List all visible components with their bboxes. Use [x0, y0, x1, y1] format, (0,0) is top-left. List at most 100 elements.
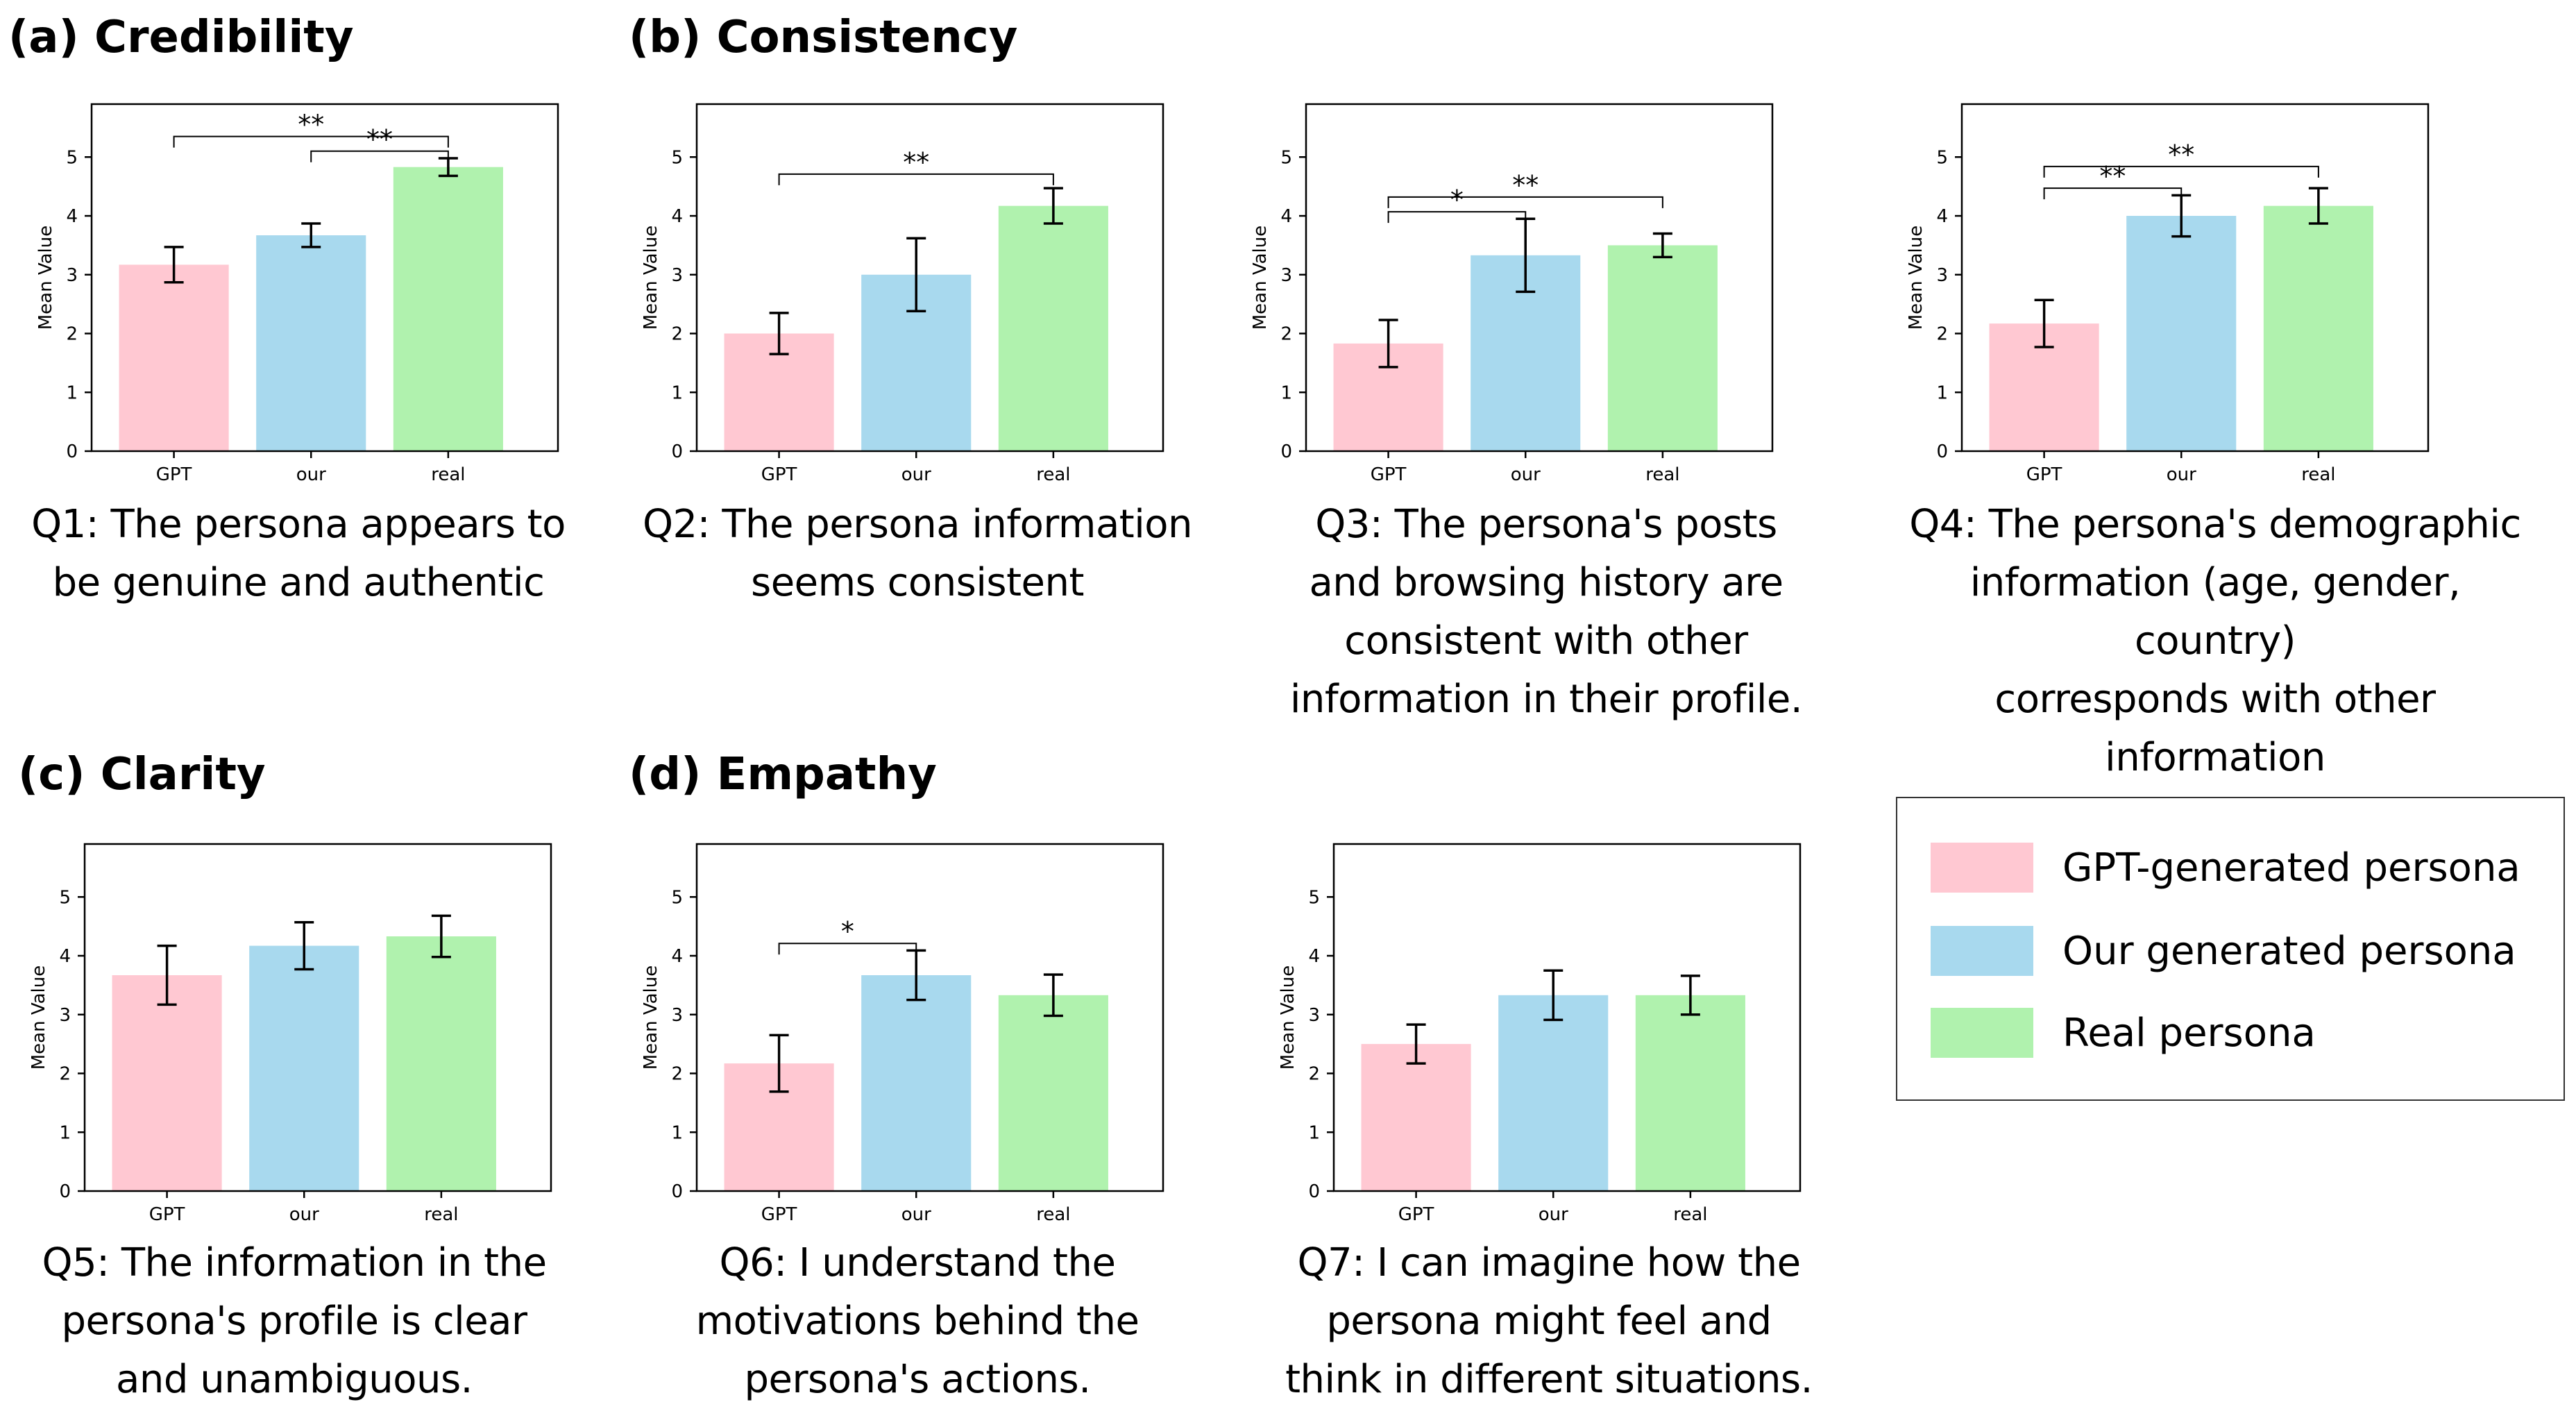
significance-bracket: * — [1387, 185, 1527, 223]
y-tick-label: 0 — [671, 441, 683, 462]
caption-line: Q6: I understand the — [719, 1240, 1116, 1285]
legend-label: Our generated persona — [2062, 928, 2516, 974]
error-bar — [1543, 969, 1564, 1022]
y-tick-label: 2 — [671, 324, 683, 345]
y-tick-label: 4 — [671, 946, 683, 967]
x-tick-label: GPT — [761, 464, 797, 485]
significance-line — [778, 173, 1054, 185]
significance-line — [1387, 196, 1663, 208]
caption-q5: Q5: The information in the persona's pro… — [0, 1234, 620, 1409]
y-tick-label: 1 — [66, 382, 78, 403]
caption-line: Q1: The persona appears to — [31, 502, 566, 547]
chart-svg: ** 0 1 2 3 4 5 GPT our real Mean Value — [641, 103, 1164, 485]
bar-our — [2126, 216, 2237, 451]
chart-svg: * 0 1 2 3 4 5 GPT our real Mean Value — [641, 843, 1164, 1225]
y-tick-label: 4 — [1308, 946, 1320, 967]
y-axis-label: Mean Value — [1250, 226, 1271, 330]
caption-line: seems consistent — [751, 560, 1084, 605]
bar-gpt — [112, 975, 222, 1191]
error-bar — [2034, 298, 2054, 348]
y-axis-label: Mean Value — [1278, 965, 1298, 1070]
section-title-consistency: (b) Consistency — [629, 12, 1018, 63]
significance-bracket: ** — [2043, 140, 2319, 178]
significance-bracket: * — [778, 916, 917, 955]
caption-line: Q7: I can imagine how the — [1297, 1240, 1801, 1285]
significance-line — [1387, 211, 1527, 223]
y-tick-label: 4 — [66, 206, 78, 227]
error-bar — [164, 246, 184, 284]
x-tick-label: real — [424, 1204, 458, 1225]
y-axis-label: Mean Value — [641, 226, 661, 330]
y-tick-label: 2 — [671, 1064, 683, 1085]
caption-line: Q4: The persona's demographic — [1909, 502, 2521, 547]
y-tick-label: 3 — [671, 265, 683, 286]
x-tick-label: our — [2167, 464, 2196, 485]
bar-our — [861, 975, 972, 1191]
legend-swatch-gpt — [1931, 843, 2033, 893]
y-tick-label: 0 — [1280, 441, 1292, 462]
error-bar — [1043, 187, 1063, 225]
error-bar — [906, 237, 926, 313]
caption-q4: Q4: The persona's demographic informatio… — [1889, 496, 2541, 845]
significance-bracket: ** — [778, 147, 1054, 185]
legend-item-gpt: GPT-generated persona — [1931, 841, 2520, 894]
x-tick-label: GPT — [156, 464, 192, 485]
x-tick-label: real — [2301, 464, 2335, 485]
y-tick-label: 5 — [59, 887, 71, 908]
chart-q7: 0 1 2 3 4 5 GPT our real Mean Value — [1270, 830, 1895, 1233]
bar-our — [249, 945, 359, 1191]
y-tick-label: 1 — [671, 382, 683, 403]
y-tick-label: 5 — [671, 887, 683, 908]
significance-bracket: ** — [1387, 170, 1663, 208]
x-tick-label: real — [431, 464, 465, 485]
significance-line — [778, 943, 917, 955]
x-tick-label: real — [1036, 464, 1070, 485]
y-tick-label: 0 — [1308, 1181, 1320, 1202]
caption-q6: Q6: I understand the motivations behind … — [591, 1234, 1244, 1409]
x-tick-label: our — [289, 1204, 319, 1225]
error-bar — [1680, 975, 1700, 1016]
significance-line — [173, 135, 449, 148]
x-tick-label: real — [1645, 464, 1679, 485]
y-tick-label: 5 — [1936, 147, 1948, 168]
bar-real — [1635, 995, 1745, 1191]
caption-line: Q3: The persona's posts — [1315, 502, 1777, 547]
chart-svg: ** ** 0 1 2 3 4 5 GPT our real Mean Value — [1906, 103, 2430, 485]
y-tick-label: 4 — [1936, 206, 1948, 227]
y-tick-label: 0 — [671, 1181, 683, 1202]
significance-label: ** — [366, 124, 393, 155]
bar-real — [393, 167, 503, 451]
section-title-credibility: (a) Credibility — [8, 12, 354, 63]
bar-real — [998, 205, 1108, 451]
y-tick-label: 1 — [1280, 382, 1292, 403]
caption-line: consistent with other — [1344, 618, 1748, 664]
caption-q3: Q3: The persona's posts and browsing his… — [1220, 496, 1872, 729]
y-axis-label: Mean Value — [28, 965, 49, 1070]
bar-real — [386, 936, 496, 1191]
significance-label: ** — [298, 110, 324, 140]
y-tick-label: 0 — [66, 441, 78, 462]
caption-line: and unambiguous. — [116, 1357, 473, 1402]
y-tick-label: 2 — [59, 1064, 71, 1085]
x-tick-label: real — [1036, 1204, 1070, 1225]
legend-item-real: Real persona — [1931, 1006, 2316, 1059]
significance-label: * — [1450, 185, 1464, 215]
y-tick-label: 3 — [1308, 1005, 1320, 1026]
x-tick-label: GPT — [1371, 464, 1407, 485]
y-tick-label: 3 — [1936, 265, 1948, 286]
x-tick-label: our — [901, 464, 931, 485]
chart-svg: ** ** 0 1 2 3 4 5 GPT our real Mean Value — [35, 103, 559, 485]
legend-label: Real persona — [2062, 1010, 2316, 1056]
x-tick-label: GPT — [761, 1204, 797, 1225]
error-bar — [431, 914, 451, 959]
y-tick-label: 2 — [1280, 324, 1292, 345]
y-tick-label: 5 — [1308, 887, 1320, 908]
bar-real — [1607, 245, 1718, 451]
caption-line: persona's profile is clear — [61, 1299, 527, 1344]
caption-q7: Q7: I can imagine how the persona might … — [1223, 1234, 1875, 1409]
y-tick-label: 3 — [59, 1005, 71, 1026]
y-tick-label: 5 — [671, 147, 683, 168]
y-tick-label: 2 — [66, 324, 78, 345]
significance-line — [310, 150, 449, 162]
